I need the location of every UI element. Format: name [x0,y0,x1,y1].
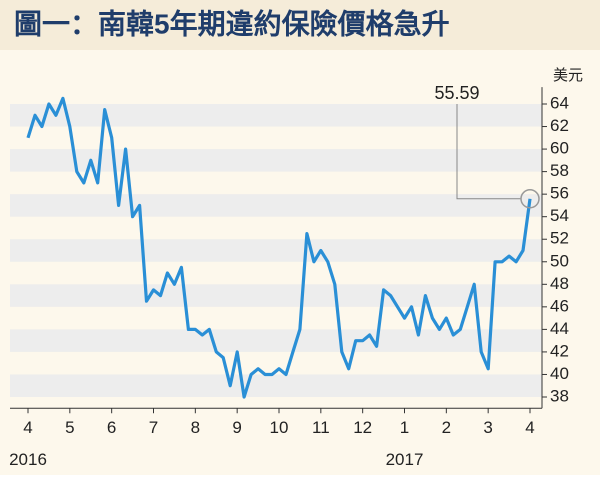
x-tick-label: 5 [65,418,74,437]
y-tick-label: 56 [550,184,569,203]
y-unit: 美元 [553,67,583,84]
highlight-point [520,189,540,209]
x-tick-label: 4 [525,418,534,437]
y-tick-label: 48 [550,274,569,293]
x-tick-label: 12 [353,418,372,437]
year-label: 2017 [386,450,424,469]
y-tick-label: 58 [550,161,569,180]
y-tick-label: 64 [550,93,569,112]
y-tick-label: 62 [550,116,569,135]
x-tick-label: 6 [107,418,116,437]
y-tick-label: 50 [550,251,569,270]
y-tick-label: 54 [550,206,569,225]
x-tick-label: 8 [191,418,200,437]
leader-line [456,104,521,200]
x-tick-label: 1 [400,418,409,437]
x-tick-label: 7 [149,418,158,437]
x-tick-label: 10 [270,418,289,437]
x-tick-label: 3 [483,418,492,437]
y-tick-label: 60 [550,139,569,158]
y-tick-label: 52 [550,229,569,248]
grid-band [10,329,542,352]
grid-band [10,149,542,172]
y-tick-label: 46 [550,296,569,315]
x-tick-label: 9 [232,418,241,437]
year-label: 2016 [9,450,47,469]
x-tick-label: 11 [312,418,330,437]
y-tick-label: 42 [550,341,569,360]
grid-band [10,374,542,397]
x-tick-label: 2 [442,418,451,437]
y-tick-label: 38 [550,386,569,405]
title-bar [0,0,600,50]
value-label: 55.59 [434,83,479,103]
y-tick-label: 40 [550,364,569,383]
data-line [26,96,532,399]
grid-band [10,284,542,307]
x-tick-label: 4 [23,418,32,437]
y-tick-label: 44 [550,319,569,338]
grid-band [10,239,542,262]
grid-band [10,104,542,127]
chart-title: 圖一：南韓5年期違約保險價格急升 [14,7,450,39]
grid-band [10,194,542,217]
